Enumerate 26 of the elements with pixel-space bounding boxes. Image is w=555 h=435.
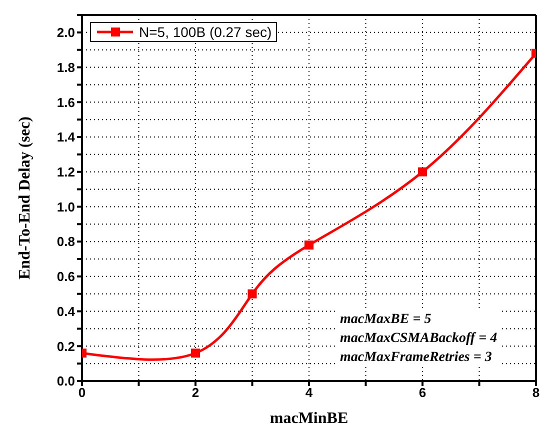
y-tick-label: 1.2 [56, 164, 75, 180]
text: 2.0 [56, 25, 75, 40]
point [191, 348, 200, 358]
text: 0.0 [56, 374, 75, 389]
x-tick-label: 4 [305, 385, 314, 400]
point [304, 240, 314, 250]
point [248, 289, 257, 298]
y-tick-label: 1.8 [56, 60, 75, 75]
x-tick-label: 0 [78, 385, 86, 400]
x-axis-title: macMinBE [270, 410, 348, 427]
y-tick-label: 0.8 [56, 234, 75, 250]
x-tick-label: 2 [192, 385, 200, 400]
annotation: macMaxFrameRetries = 3 [340, 349, 493, 367]
y-tick-label: 0.6 [56, 269, 75, 284]
y-tick-label: 1.4 [56, 130, 76, 145]
x-tick-label: 6 [418, 385, 426, 400]
y-tick-label: 0.4 [56, 304, 76, 319]
legend-label: N=5, 100B (0.27 sec) [139, 24, 272, 40]
y-tick-label: 1.6 [56, 94, 75, 110]
text: 1.0 [56, 199, 75, 214]
x-tick-label: 8 [532, 385, 540, 400]
point [418, 167, 427, 176]
annotation: macMaxBE = 5 [340, 311, 432, 329]
y-tick-label: 0.2 [56, 338, 75, 354]
annotation: macMaxCSMABackoff = 4 [340, 330, 498, 348]
y-axis-title: End-To-End Delay (sec) [16, 116, 34, 280]
